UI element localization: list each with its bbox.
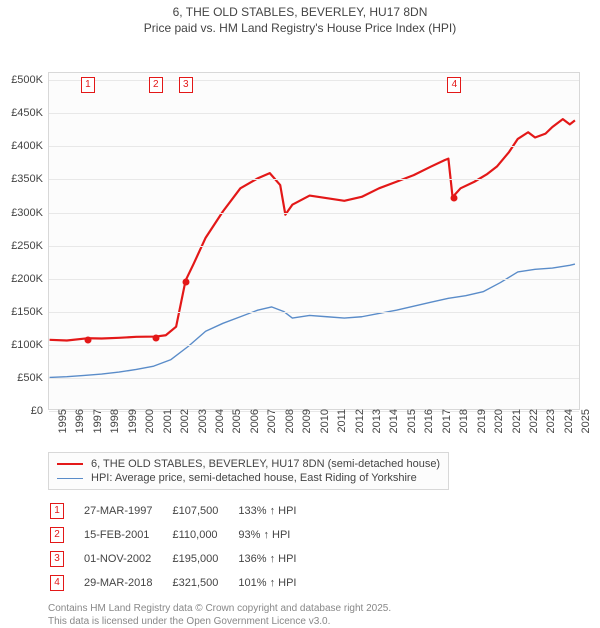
table-row: 1 27-MAR-1997£107,500133% ↑ HPI <box>50 500 314 522</box>
x-tick-label: 2016 <box>419 409 435 433</box>
footer: Contains HM Land Registry data © Crown c… <box>48 602 600 628</box>
legend-label: HPI: Average price, semi-detached house,… <box>91 472 417 484</box>
transaction-dot <box>152 335 159 342</box>
transaction-dot <box>182 279 189 286</box>
transaction-marker: 1 <box>81 77 95 93</box>
x-tick-label: 1996 <box>70 409 86 433</box>
gridline-h <box>49 146 579 147</box>
gridline-h <box>49 113 579 114</box>
transaction-marker: 3 <box>179 77 193 93</box>
legend-swatch <box>57 463 83 465</box>
x-tick-label: 2023 <box>541 409 557 433</box>
y-tick-label: £450K <box>11 107 49 119</box>
x-tick-label: 2006 <box>245 409 261 433</box>
x-tick-label: 2010 <box>315 409 331 433</box>
transaction-marker: 4 <box>447 77 461 93</box>
x-tick-label: 2009 <box>297 409 313 433</box>
x-tick-label: 2024 <box>559 409 575 433</box>
gridline-h <box>49 279 579 280</box>
table-row: 3 01-NOV-2002£195,000136% ↑ HPI <box>50 548 314 570</box>
x-tick-label: 1995 <box>53 409 69 433</box>
x-tick-label: 2008 <box>280 409 296 433</box>
y-tick-label: £250K <box>11 240 49 252</box>
row-hpi: 93% ↑ HPI <box>238 524 314 546</box>
title-block: 6, THE OLD STABLES, BEVERLEY, HU17 8DN P… <box>0 0 600 36</box>
x-tick-label: 2000 <box>140 409 156 433</box>
transaction-marker: 2 <box>149 77 163 93</box>
transaction-dot <box>451 195 458 202</box>
row-marker: 4 <box>50 575 64 591</box>
x-tick-label: 2017 <box>437 409 453 433</box>
row-hpi: 136% ↑ HPI <box>238 548 314 570</box>
chart-lines <box>49 73 579 409</box>
transactions-table: 1 27-MAR-1997£107,500133% ↑ HPI 2 15-FEB-20… <box>48 498 316 596</box>
row-price: £321,500 <box>172 572 236 594</box>
x-tick-label: 1997 <box>88 409 104 433</box>
gridline-h <box>49 246 579 247</box>
table-row: 2 15-FEB-2001£110,00093% ↑ HPI <box>50 524 314 546</box>
row-hpi: 101% ↑ HPI <box>238 572 314 594</box>
y-tick-label: £100K <box>11 339 49 351</box>
row-date: 01-NOV-2002 <box>84 548 170 570</box>
gridline-h <box>49 312 579 313</box>
x-tick-label: 2004 <box>210 409 226 433</box>
x-tick-label: 2022 <box>524 409 540 433</box>
title-line-2: Price paid vs. HM Land Registry's House … <box>0 20 600 36</box>
x-tick-label: 2025 <box>576 409 592 433</box>
footer-line-2: This data is licensed under the Open Gov… <box>48 615 600 628</box>
row-date: 29-MAR-2018 <box>84 572 170 594</box>
series-line <box>50 120 575 341</box>
x-tick-label: 1998 <box>105 409 121 433</box>
row-marker: 2 <box>50 527 64 543</box>
legend-swatch <box>57 478 83 479</box>
row-date: 15-FEB-2001 <box>84 524 170 546</box>
x-tick-label: 2018 <box>454 409 470 433</box>
x-tick-label: 2005 <box>227 409 243 433</box>
legend-label: 6, THE OLD STABLES, BEVERLEY, HU17 8DN (… <box>91 458 440 470</box>
gridline-h <box>49 213 579 214</box>
x-tick-label: 1999 <box>123 409 139 433</box>
gridline-h <box>49 80 579 81</box>
legend-item: 6, THE OLD STABLES, BEVERLEY, HU17 8DN (… <box>57 457 440 471</box>
row-marker: 3 <box>50 551 64 567</box>
y-tick-label: £500K <box>11 74 49 86</box>
chart: £0 £50K £100K £150K £200K £250K £300K £350K £400… <box>0 36 600 446</box>
x-tick-label: 2019 <box>472 409 488 433</box>
x-tick-label: 2012 <box>350 409 366 433</box>
row-price: £110,000 <box>172 524 236 546</box>
x-tick-label: 2014 <box>384 409 400 433</box>
gridline-h <box>49 378 579 379</box>
footer-line-1: Contains HM Land Registry data © Crown c… <box>48 602 600 615</box>
transaction-dot <box>84 337 91 344</box>
legend-item: HPI: Average price, semi-detached house,… <box>57 471 440 485</box>
x-tick-label: 2011 <box>332 409 348 433</box>
title-line-1: 6, THE OLD STABLES, BEVERLEY, HU17 8DN <box>0 4 600 20</box>
x-tick-label: 2007 <box>262 409 278 433</box>
gridline-h <box>49 179 579 180</box>
y-tick-label: £50K <box>17 372 49 384</box>
x-tick-label: 2021 <box>507 409 523 433</box>
gridline-h <box>49 345 579 346</box>
x-tick-label: 2020 <box>489 409 505 433</box>
plot-area: £0£50K£100K£150K£200K£250K£300K£350K£400… <box>48 72 580 410</box>
series-line <box>50 264 575 377</box>
x-tick-label: 2013 <box>367 409 383 433</box>
row-hpi: 133% ↑ HPI <box>238 500 314 522</box>
row-price: £107,500 <box>172 500 236 522</box>
row-date: 27-MAR-1997 <box>84 500 170 522</box>
x-tick-label: 2003 <box>193 409 209 433</box>
x-tick-label: 2001 <box>158 409 174 433</box>
legend: 6, THE OLD STABLES, BEVERLEY, HU17 8DN (… <box>48 452 449 490</box>
y-tick-label: £300K <box>11 207 49 219</box>
y-tick-label: £400K <box>11 140 49 152</box>
y-tick-label: £350K <box>11 173 49 185</box>
y-tick-label: £150K <box>11 306 49 318</box>
row-price: £195,000 <box>172 548 236 570</box>
y-tick-label: £0 <box>31 405 49 417</box>
row-marker: 1 <box>50 503 64 519</box>
table-row: 4 29-MAR-2018£321,500101% ↑ HPI <box>50 572 314 594</box>
x-tick-label: 2015 <box>402 409 418 433</box>
x-tick-label: 2002 <box>175 409 191 433</box>
y-tick-label: £200K <box>11 273 49 285</box>
